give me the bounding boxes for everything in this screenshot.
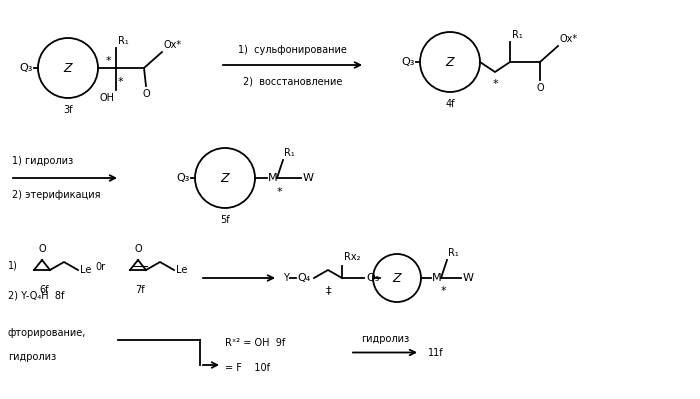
Text: Z: Z <box>220 172 230 184</box>
Text: 3f: 3f <box>63 105 73 115</box>
Text: Q₃: Q₃ <box>402 57 415 67</box>
Text: *: * <box>440 286 446 296</box>
Text: 2) этерификация: 2) этерификация <box>12 190 101 200</box>
Text: *: * <box>117 77 122 87</box>
Text: Ox*: Ox* <box>559 34 577 44</box>
Text: 2) Y-Q₄H  8f: 2) Y-Q₄H 8f <box>8 290 64 300</box>
Text: 4f: 4f <box>445 99 455 109</box>
Text: гидролиз: гидролиз <box>361 334 409 344</box>
Text: гидролиз: гидролиз <box>8 352 56 362</box>
Text: R₁: R₁ <box>118 36 129 46</box>
Text: Rˣ² = OH  9f: Rˣ² = OH 9f <box>225 338 286 348</box>
Text: R₁: R₁ <box>284 148 295 158</box>
Text: 6f: 6f <box>39 285 49 295</box>
Text: 7f: 7f <box>135 285 145 295</box>
Text: O: O <box>142 89 150 99</box>
Text: = F    10f: = F 10f <box>225 363 270 373</box>
Text: OH: OH <box>99 93 114 103</box>
Text: O: O <box>536 83 544 93</box>
Text: фторирование,: фторирование, <box>8 328 86 338</box>
Text: W: W <box>303 173 314 183</box>
Text: O: O <box>134 244 142 254</box>
Text: Q₃: Q₃ <box>176 173 190 183</box>
Text: 5f: 5f <box>220 215 230 225</box>
Text: Q₃: Q₃ <box>366 273 379 283</box>
Text: ‡: ‡ <box>326 285 330 295</box>
Text: 11f: 11f <box>428 348 444 358</box>
Text: R₁: R₁ <box>448 248 458 258</box>
Text: Z: Z <box>393 271 401 284</box>
Text: Le: Le <box>80 265 92 275</box>
Text: *: * <box>105 56 111 66</box>
Text: W: W <box>463 273 474 283</box>
Text: 1) гидролиз: 1) гидролиз <box>12 156 74 166</box>
Text: Z: Z <box>64 61 72 75</box>
Text: M: M <box>268 173 278 183</box>
Text: *: * <box>276 187 282 197</box>
Text: Rx₂: Rx₂ <box>344 252 360 262</box>
Text: Ox*: Ox* <box>163 40 181 50</box>
Text: *: * <box>492 79 498 89</box>
Text: R₁: R₁ <box>512 30 523 40</box>
Text: Le: Le <box>176 265 188 275</box>
Text: 2)  восстановление: 2) восстановление <box>243 77 342 87</box>
Text: Y: Y <box>283 273 289 283</box>
Text: 1): 1) <box>8 260 18 270</box>
Text: M: M <box>432 273 442 283</box>
Text: Q₃: Q₃ <box>20 63 33 73</box>
Text: 0r: 0r <box>95 262 105 272</box>
Text: Q₄: Q₄ <box>297 273 310 283</box>
Text: O: O <box>38 244 46 254</box>
Text: Z: Z <box>446 55 454 69</box>
Text: 1)  сульфонирование: 1) сульфонирование <box>238 45 347 55</box>
